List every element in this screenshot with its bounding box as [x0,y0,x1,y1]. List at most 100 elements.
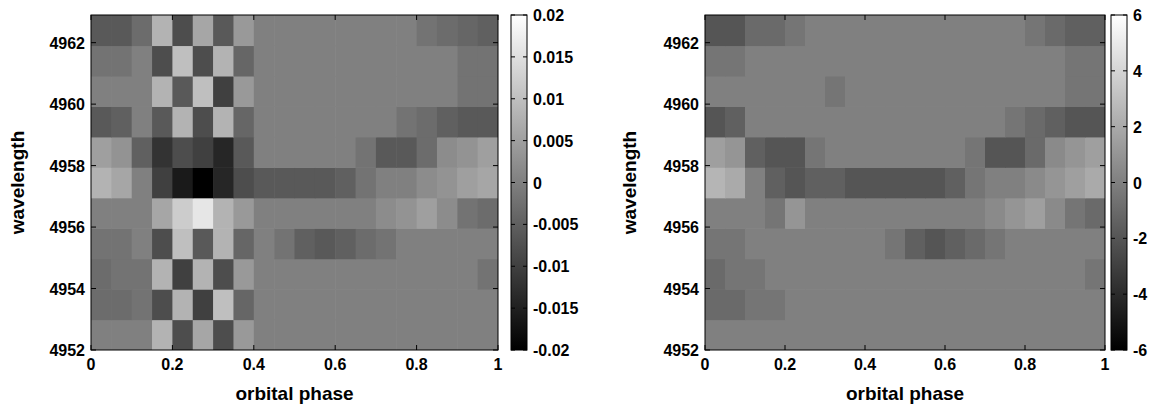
y-tick [1100,227,1105,228]
colorbar-tick [1111,350,1115,351]
cell [396,15,417,46]
cell [805,106,826,137]
cell [765,198,786,229]
x-tick [785,15,786,20]
cell [111,45,132,76]
colorbar-tick-label: -4 [1133,286,1147,303]
y-tick-label: 4956 [49,219,85,236]
cell [1065,289,1086,320]
cell [172,15,193,46]
colorbar-tick-label: -0.015 [533,300,578,317]
colorbar-tick [1123,70,1127,71]
cell [965,167,986,198]
cell [335,137,356,168]
cell [805,45,826,76]
cell [457,106,478,137]
cell [705,45,726,76]
cell [905,76,926,107]
cell [765,15,786,46]
cell [335,259,356,290]
cell [437,76,458,107]
cell [437,15,458,46]
colorbar [1111,15,1127,350]
colorbar-tick [511,140,515,141]
cell [111,167,132,198]
cell [925,228,946,259]
cell [805,198,826,229]
x-tick [865,345,866,350]
x-tick-label: 0.8 [1014,356,1036,373]
cell [1005,15,1026,46]
cell [315,45,336,76]
cell [91,320,112,350]
cell [295,106,316,137]
cell [1005,198,1026,229]
cell [152,167,173,198]
cell [825,76,846,107]
cell [437,167,458,198]
x-tick [1025,15,1026,20]
cell [1065,198,1086,229]
cell [274,167,295,198]
cell [965,106,986,137]
cell [805,76,826,107]
cell [925,76,946,107]
cell [845,320,866,350]
cell [295,228,316,259]
cell [765,259,786,290]
colorbar-tick [511,182,515,183]
cell [417,259,438,290]
cell [945,198,966,229]
cell [905,15,926,46]
cell [845,106,866,137]
cell [193,259,214,290]
cell [945,259,966,290]
cell [1005,45,1026,76]
colorbar-tick [1123,182,1127,183]
cell [1065,76,1086,107]
cell [315,137,336,168]
cell [865,198,886,229]
cell [91,167,112,198]
colorbar-tick-label: 4 [1133,63,1142,80]
cell [396,259,417,290]
cell [925,259,946,290]
x-tick [498,15,499,20]
cell [1025,289,1046,320]
cell [111,259,132,290]
x-tick [253,15,254,20]
cell [233,45,254,76]
cell [152,320,173,350]
cell [1045,137,1066,168]
colorbar-tick [523,56,527,57]
cell [233,228,254,259]
cell [765,228,786,259]
cell [254,15,275,46]
cell [213,137,234,168]
colorbar-tick-label: -0.01 [533,258,570,275]
cell [1085,289,1105,320]
cell [417,289,438,320]
cell [335,106,356,137]
cell [274,45,295,76]
cell [1005,259,1026,290]
cell [417,106,438,137]
cell [705,76,726,107]
cell [396,137,417,168]
cell [132,198,153,229]
cell [315,15,336,46]
cell [1085,320,1105,350]
cell [376,289,397,320]
cell [845,76,866,107]
cell [745,259,766,290]
cell [1045,167,1066,198]
x-tick [705,15,706,20]
cell [725,137,746,168]
cell [925,320,946,350]
cell [1085,228,1105,259]
y-tick-label: 4962 [663,35,699,52]
cell [457,137,478,168]
cell [1005,137,1026,168]
cell [965,76,986,107]
cell [213,259,234,290]
